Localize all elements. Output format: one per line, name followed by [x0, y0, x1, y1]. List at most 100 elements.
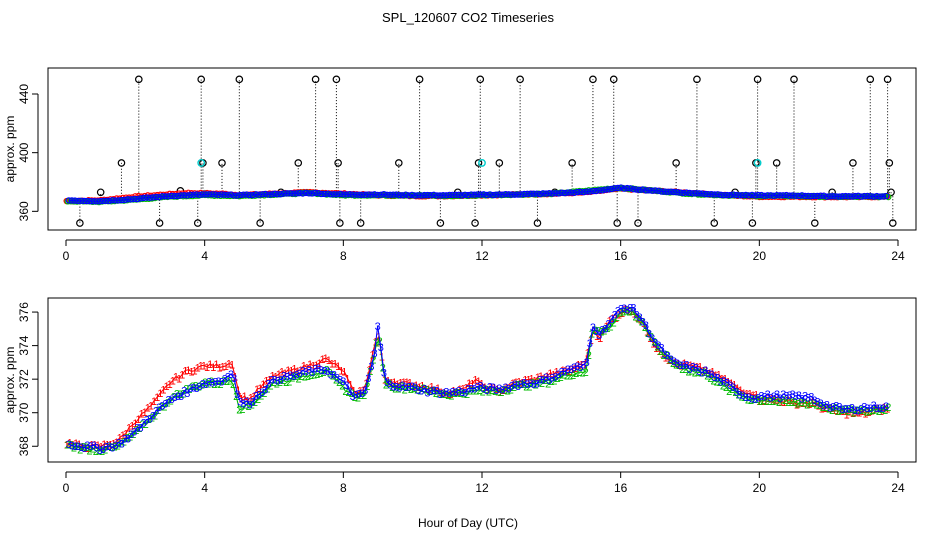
series-2-segment — [735, 391, 739, 395]
series-1-point: 1 — [688, 360, 694, 372]
series-3-point: 3 — [281, 370, 287, 382]
series-3-point: 3 — [187, 383, 193, 395]
series-1-point: 1 — [123, 428, 129, 440]
series-3-segment — [290, 374, 294, 377]
series-1-segment — [147, 405, 152, 409]
series-3-segment — [414, 386, 419, 391]
series-2-point: 2 — [760, 395, 766, 407]
x-tick-label: 12 — [475, 481, 489, 495]
y-axis: 368 370 372 374 376 — [17, 302, 39, 456]
series-1-point: 1 — [791, 397, 797, 409]
series-2-point: 2 — [442, 389, 448, 401]
series-3-point: 3 — [805, 392, 811, 404]
series-1-point: 1 — [538, 371, 544, 383]
series-2-segment — [295, 375, 299, 379]
series-2-segment — [554, 377, 558, 381]
series-2-point: 2 — [321, 367, 327, 379]
series-1-point: 1 — [276, 369, 282, 381]
series-1-point: 1 — [488, 382, 494, 394]
series-3-point: 3 — [481, 383, 487, 395]
series-3-point: 3 — [468, 384, 474, 396]
series-2-point: 2 — [826, 404, 832, 416]
series-2-segment — [547, 380, 552, 384]
series-3-segment — [152, 410, 157, 416]
series-1-point: 1 — [95, 440, 101, 452]
series-3-point — [249, 191, 257, 199]
series-3-point: 3 — [212, 377, 218, 389]
series-3-segment — [90, 444, 94, 447]
series-3-point: 3 — [134, 422, 140, 434]
series-3-segment — [530, 382, 534, 385]
series-3-segment — [602, 328, 606, 330]
series-1-segment — [122, 432, 127, 436]
series-1-segment — [116, 437, 121, 443]
series-2-segment — [707, 375, 711, 379]
series-3-segment — [361, 389, 366, 394]
series-3-point: 3 — [350, 391, 356, 403]
series-2-point: 2 — [592, 325, 598, 337]
series-1-segment — [652, 342, 657, 349]
series-3-segment — [770, 395, 775, 399]
series-2-point: 2 — [383, 379, 389, 391]
series-3: 3333333333333333333333333333333333333333… — [66, 303, 890, 457]
series-3-segment — [839, 406, 843, 410]
series-1-point: 1 — [248, 392, 254, 404]
series-3-point: 3 — [453, 387, 459, 399]
series-1-point: 1 — [394, 379, 400, 391]
series-2-point: 2 — [779, 394, 785, 406]
series-1-point: 1 — [404, 377, 410, 389]
series-3-point: 3 — [290, 371, 296, 383]
series-2-point: 2 — [533, 380, 539, 392]
series-3-segment — [577, 365, 581, 368]
series-3-point: 3 — [390, 382, 396, 394]
series-2-point: 2 — [399, 381, 405, 393]
series-3-point: 3 — [156, 402, 162, 414]
series-2-point: 2 — [414, 384, 420, 396]
series-3-segment — [736, 391, 740, 395]
series-2-segment — [872, 408, 876, 411]
series-1-point: 1 — [192, 366, 198, 378]
series-2-point: 2 — [246, 401, 252, 413]
flag-point — [672, 159, 680, 167]
series-1-segment — [428, 386, 433, 390]
series-3-segment — [654, 342, 659, 346]
series-3-point: 3 — [418, 386, 424, 398]
series-1-point: 1 — [279, 366, 285, 378]
series-3-segment — [130, 431, 135, 435]
series-1-segment — [690, 364, 695, 367]
series-3-point: 3 — [683, 360, 689, 372]
series-1-segment — [194, 367, 199, 372]
series-3-point — [617, 184, 625, 191]
flag-point — [235, 75, 244, 84]
series-1-segment — [134, 418, 139, 424]
series-3-segment — [704, 369, 709, 374]
series-1-point: 1 — [319, 354, 325, 366]
series-3-point: 3 — [758, 390, 764, 402]
series-2-segment — [741, 395, 745, 398]
series-3-segment — [829, 405, 834, 409]
y-tick-label: 372 — [17, 369, 31, 389]
x-tick-label: 20 — [753, 249, 767, 263]
series-2-segment — [516, 383, 521, 386]
series-2-point: 2 — [682, 364, 688, 376]
series-2-segment — [656, 346, 661, 352]
series-2-point: 2 — [255, 394, 261, 406]
series-3-point: 3 — [743, 392, 749, 404]
series-2-point: 2 — [345, 387, 351, 399]
series-3-point: 3 — [718, 377, 724, 389]
series-1-segment — [724, 378, 729, 382]
series-2-segment — [223, 379, 227, 382]
series-1-segment — [356, 390, 361, 395]
series-1-segment — [281, 370, 286, 374]
series-2-point: 2 — [274, 379, 280, 391]
series-1-segment — [765, 397, 770, 401]
series-3-segment — [140, 422, 145, 428]
series-2-point: 2 — [539, 378, 545, 390]
series-2-point: 2 — [717, 377, 723, 389]
series-3-segment — [486, 386, 491, 391]
series-1-point: 1 — [750, 390, 756, 402]
flag-point — [356, 219, 365, 227]
series-2-segment — [631, 310, 637, 317]
series-1-segment — [365, 369, 370, 384]
